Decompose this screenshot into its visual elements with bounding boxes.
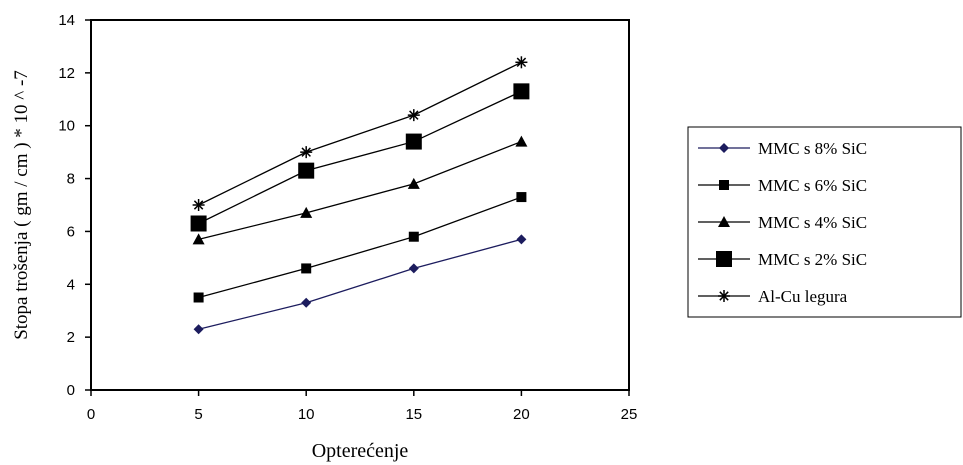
legend-label: MMC s 6% SiC: [758, 176, 867, 195]
y-tick-label: 12: [58, 65, 75, 82]
legend-label: MMC s 8% SiC: [758, 139, 867, 158]
series-1: [193, 234, 527, 335]
series-line: [198, 196, 522, 299]
legend-label: MMC s 2% SiC: [758, 250, 867, 269]
y-tick-label: 14: [58, 12, 75, 29]
point-star: [407, 109, 420, 122]
point-square: [301, 263, 312, 274]
point-triangle: [192, 233, 205, 245]
point-star: [515, 56, 528, 69]
point-diamond: [193, 324, 204, 335]
point-diamond: [301, 297, 312, 308]
point-square-large: [190, 215, 207, 232]
point-square-large: [298, 162, 315, 179]
series-2: [193, 192, 527, 303]
point-triangle: [718, 216, 730, 227]
series-line: [198, 61, 522, 206]
point-triangle: [300, 206, 313, 218]
y-axis-title: Stopa trošenja ( gm / cm ) * 10 ^ -7: [11, 70, 32, 340]
series-line: [198, 238, 522, 330]
point-diamond: [408, 263, 419, 274]
x-tick-label: 5: [194, 406, 202, 423]
point-square-large: [513, 83, 530, 100]
point-star: [300, 146, 313, 159]
point-square: [516, 192, 527, 203]
series-4: [190, 83, 530, 232]
legend-label: Al-Cu legura: [758, 287, 848, 306]
legend-item: Al-Cu legura: [698, 287, 848, 306]
point-star: [192, 199, 205, 211]
y-tick-label: 2: [67, 329, 75, 346]
series-line: [198, 140, 522, 240]
legend-item: MMC s 4% SiC: [698, 213, 867, 232]
point-diamond: [719, 143, 729, 153]
legend: MMC s 8% SiC MMC s 6% SiC MMC s 4% SiC MMC …: [698, 139, 867, 306]
legend-item: MMC s 2% SiC: [698, 250, 867, 269]
x-axis-ticks: 0 5 10 15 20 25: [87, 390, 638, 423]
point-square-large: [405, 133, 422, 150]
point-square: [193, 292, 204, 303]
x-tick-label: 20: [513, 406, 530, 423]
x-tick-label: 10: [298, 406, 315, 423]
y-tick-label: 4: [67, 276, 75, 293]
point-square: [719, 180, 729, 190]
series-line: [198, 90, 522, 225]
point-triangle: [515, 135, 528, 147]
legend-label: MMC s 4% SiC: [758, 213, 867, 232]
y-tick-label: 8: [67, 171, 75, 188]
legend-item: MMC s 8% SiC: [698, 139, 867, 158]
plot-area: [90, 19, 630, 391]
x-tick-label: 25: [621, 406, 638, 423]
series-layer: [190, 56, 530, 335]
point-triangle: [407, 177, 420, 189]
x-tick-label: 15: [405, 406, 422, 423]
y-tick-label: 0: [67, 382, 75, 399]
point-diamond: [516, 234, 527, 245]
series-5: [192, 56, 528, 211]
x-axis-title: Opterećenje: [312, 440, 409, 462]
point-star: [718, 290, 730, 302]
point-square: [408, 231, 419, 242]
y-tick-label: 6: [67, 223, 75, 240]
point-square-large: [716, 251, 732, 267]
y-tick-label: 10: [58, 118, 75, 135]
legend-item: MMC s 6% SiC: [698, 176, 867, 195]
x-tick-label: 0: [87, 406, 95, 423]
series-3: [192, 135, 528, 245]
y-axis-ticks: 0 2 4 6 8 10 12 14: [58, 12, 91, 399]
